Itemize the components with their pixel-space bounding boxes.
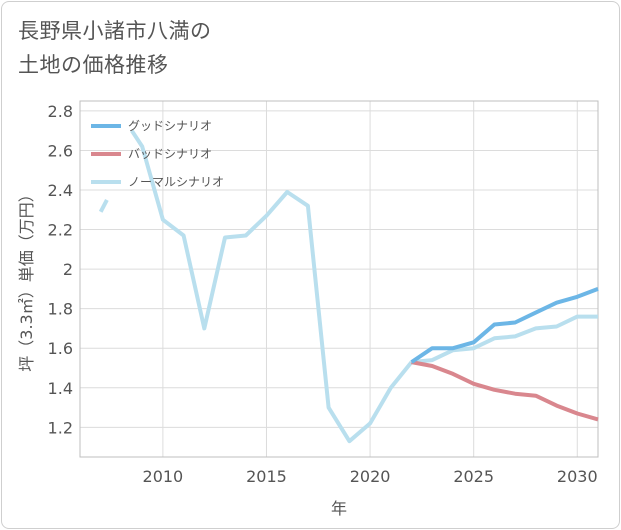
legend-label-0: グッドシナリオ — [128, 119, 212, 133]
x-tick-label-1: 2015 — [246, 467, 287, 486]
y-tick-label-6: 2.4 — [48, 181, 73, 200]
y-tick-label-4: 2 — [63, 260, 73, 279]
series-line-1 — [411, 360, 599, 422]
history-line-segment-1 — [130, 129, 414, 444]
title-line-2: 土地の価格推移 — [18, 53, 169, 77]
y-tick-label-7: 2.6 — [48, 141, 73, 160]
chart-title: 長野県小諸市八満の 土地の価格推移 — [18, 14, 212, 82]
y-tick-label-1: 1.4 — [48, 379, 73, 398]
x-axis-title: 年 — [331, 499, 347, 518]
title-line-1: 長野県小諸市八満の — [18, 19, 212, 43]
series-line-2 — [411, 314, 598, 365]
x-tick-label-0: 2010 — [143, 467, 184, 486]
y-tick-label-3: 1.8 — [48, 300, 73, 319]
grid-lines — [80, 101, 598, 457]
y-axis-title: 坪（3.3㎡）単価（万円） — [17, 186, 36, 371]
series-line-0 — [410, 287, 599, 364]
y-tick-labels: 1.2 1.4 1.6 1.8 2 2.2 2.4 2.6 2.8 — [48, 102, 73, 437]
legend-label-1: バッドシナリオ — [128, 147, 212, 161]
x-tick-label-4: 2030 — [557, 467, 598, 486]
y-tick-label-5: 2.2 — [48, 221, 73, 240]
series-lines — [98, 129, 599, 444]
y-tick-label-2: 1.6 — [48, 339, 73, 358]
x-tick-labels: 2010 2015 2020 2025 2030 — [143, 467, 598, 486]
history-line-segment-0 — [98, 198, 109, 213]
legend-label-2: ノーマルシナリオ — [128, 175, 224, 189]
y-tick-label-0: 1.2 — [48, 418, 73, 437]
plot-area — [79, 100, 599, 458]
y-tick-label-8: 2.8 — [48, 102, 73, 121]
x-tick-label-3: 2025 — [453, 467, 494, 486]
x-tick-label-2: 2020 — [350, 467, 391, 486]
